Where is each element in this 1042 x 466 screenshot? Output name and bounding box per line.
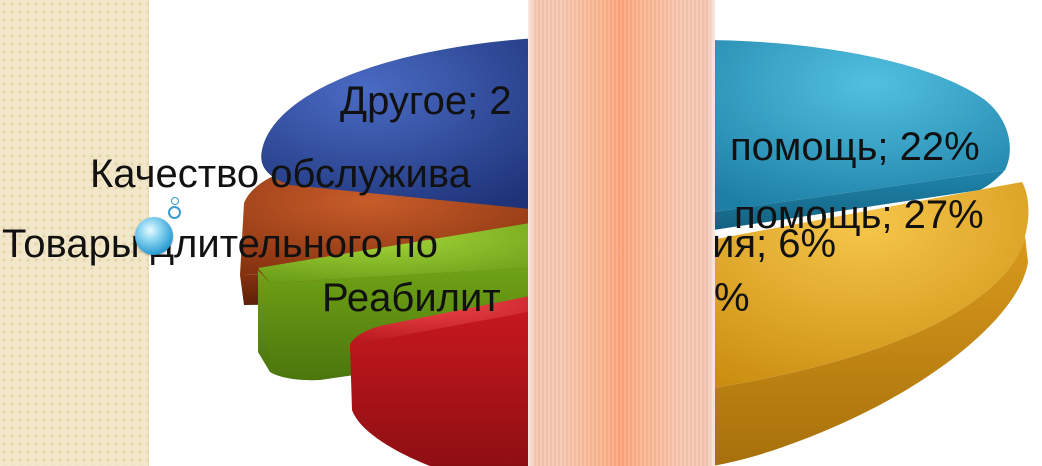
- pie-slice-red: [350, 290, 560, 466]
- label-tovary-tail: ия; 6%: [712, 222, 836, 266]
- label-reabilit-tail: %: [714, 276, 750, 320]
- pie-slice-pomosh-22: [700, 40, 1010, 232]
- label-drugoe: Другое; 2: [340, 79, 512, 123]
- rotate-handle-ring[interactable]: [168, 206, 181, 219]
- label-pomosh-22: помощь; 22%: [730, 125, 980, 169]
- label-pomosh-27: помощь; 27%: [734, 193, 984, 237]
- rotate-handle-ring-small[interactable]: [171, 197, 179, 205]
- label-reabilit: Реабилит: [322, 276, 501, 320]
- sidebar-texture: [0, 0, 149, 466]
- label-kachestvo: Качество обслужива: [90, 152, 472, 196]
- sphere-handle-icon[interactable]: [135, 217, 173, 255]
- label-tovary: Товары длительного по: [2, 222, 438, 266]
- pie-slice-pomosh-27: [700, 182, 1029, 466]
- overlay-band: [528, 0, 715, 466]
- pie-slice-drugoe: [261, 37, 560, 212]
